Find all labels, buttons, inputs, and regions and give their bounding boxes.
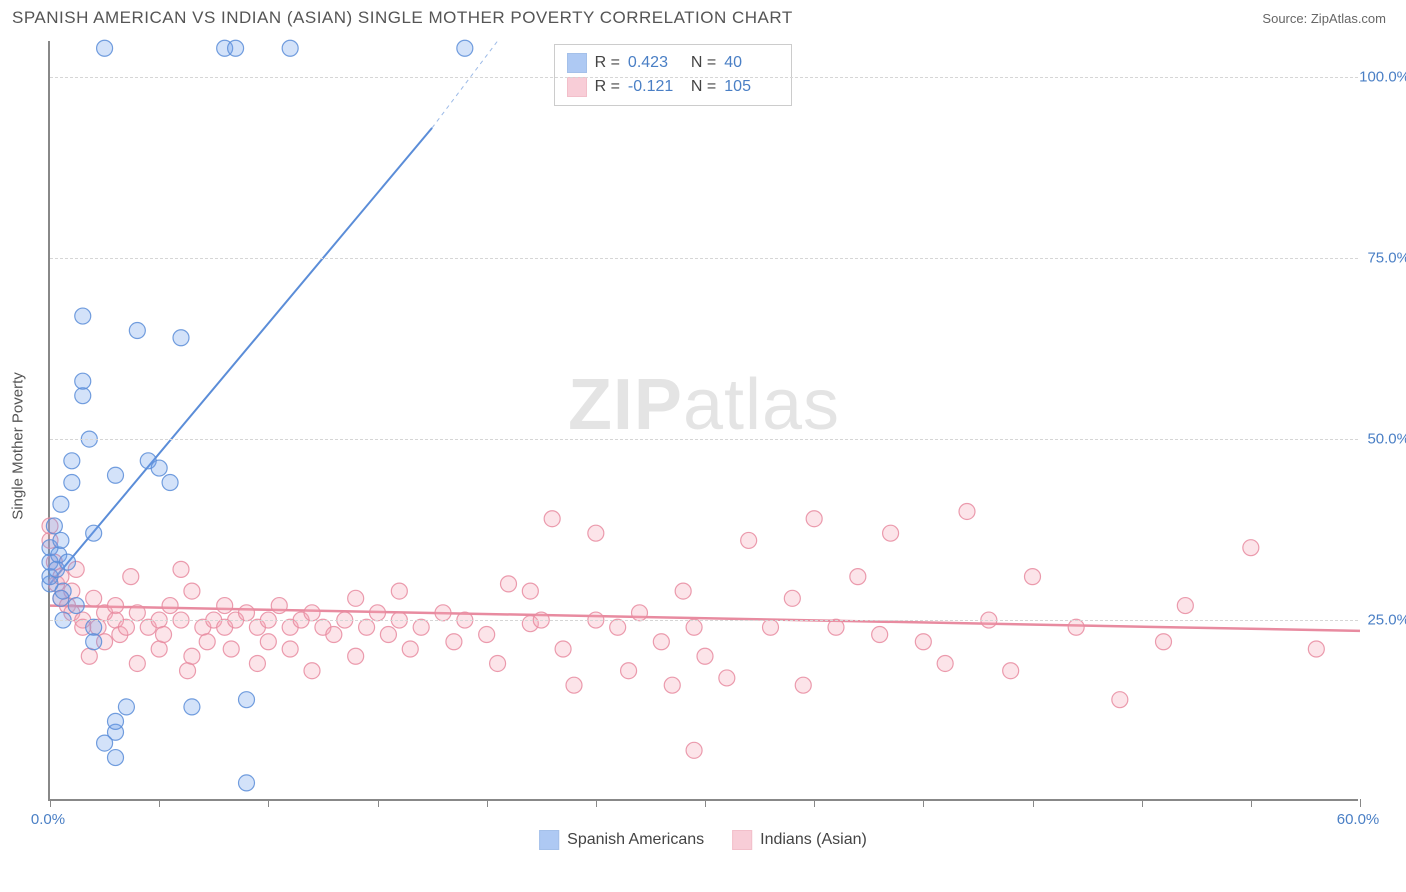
x-tick <box>378 799 379 807</box>
x-tick-label: 0.0% <box>31 811 65 828</box>
x-tick <box>705 799 706 807</box>
grid-line <box>50 439 1358 440</box>
y-tick-label: 50.0% <box>1367 431 1406 448</box>
chart-title: SPANISH AMERICAN VS INDIAN (ASIAN) SINGL… <box>12 8 793 28</box>
y-tick-label: 25.0% <box>1367 612 1406 629</box>
x-tick <box>487 799 488 807</box>
grid-line <box>50 258 1358 259</box>
x-tick-label: 60.0% <box>1337 811 1380 828</box>
stats-r-value-2: -0.121 <box>628 78 683 96</box>
legend-swatch-series2 <box>567 77 587 97</box>
plot-area: ZIPatlas R = 0.423 N = 40 R = -0.121 N =… <box>48 41 1358 801</box>
stats-legend-box: R = 0.423 N = 40 R = -0.121 N = 105 <box>554 44 793 106</box>
stats-r-label-2: R = <box>595 78 620 96</box>
stats-r-value-1: 0.423 <box>628 54 683 72</box>
legend-swatch-series1 <box>567 53 587 73</box>
stats-row-series2: R = -0.121 N = 105 <box>567 75 780 99</box>
x-tick <box>1251 799 1252 807</box>
stats-row-series1: R = 0.423 N = 40 <box>567 51 780 75</box>
x-tick <box>50 799 51 807</box>
legend-swatch-bottom-2 <box>732 830 752 850</box>
bottom-legend: Spanish Americans Indians (Asian) <box>539 830 867 850</box>
chart-container: Single Mother Poverty ZIPatlas R = 0.423… <box>0 36 1406 856</box>
y-tick-label: 100.0% <box>1359 69 1406 86</box>
source-label: Source: <box>1262 11 1307 26</box>
stats-r-label: R = <box>595 54 620 72</box>
source-attribution: Source: ZipAtlas.com <box>1262 11 1386 26</box>
x-tick <box>1360 799 1361 807</box>
legend-label-1: Spanish Americans <box>567 831 704 849</box>
grid-line <box>50 77 1358 78</box>
plot-svg <box>50 41 1358 799</box>
stats-n-label: N = <box>691 54 716 72</box>
x-tick <box>159 799 160 807</box>
stats-n-value-1: 40 <box>724 54 779 72</box>
x-tick <box>596 799 597 807</box>
stats-n-value-2: 105 <box>724 78 779 96</box>
x-tick <box>1142 799 1143 807</box>
legend-item-series2: Indians (Asian) <box>732 830 867 850</box>
x-tick <box>268 799 269 807</box>
y-tick-label: 75.0% <box>1367 250 1406 267</box>
legend-item-series1: Spanish Americans <box>539 830 704 850</box>
y-axis-label: Single Mother Poverty <box>10 372 27 520</box>
grid-line <box>50 620 1358 621</box>
source-link[interactable]: ZipAtlas.com <box>1311 11 1386 26</box>
legend-swatch-bottom-1 <box>539 830 559 850</box>
x-tick <box>814 799 815 807</box>
legend-label-2: Indians (Asian) <box>760 831 867 849</box>
x-tick <box>923 799 924 807</box>
x-tick <box>1033 799 1034 807</box>
stats-n-label-2: N = <box>691 78 716 96</box>
title-bar: SPANISH AMERICAN VS INDIAN (ASIAN) SINGL… <box>0 0 1406 36</box>
